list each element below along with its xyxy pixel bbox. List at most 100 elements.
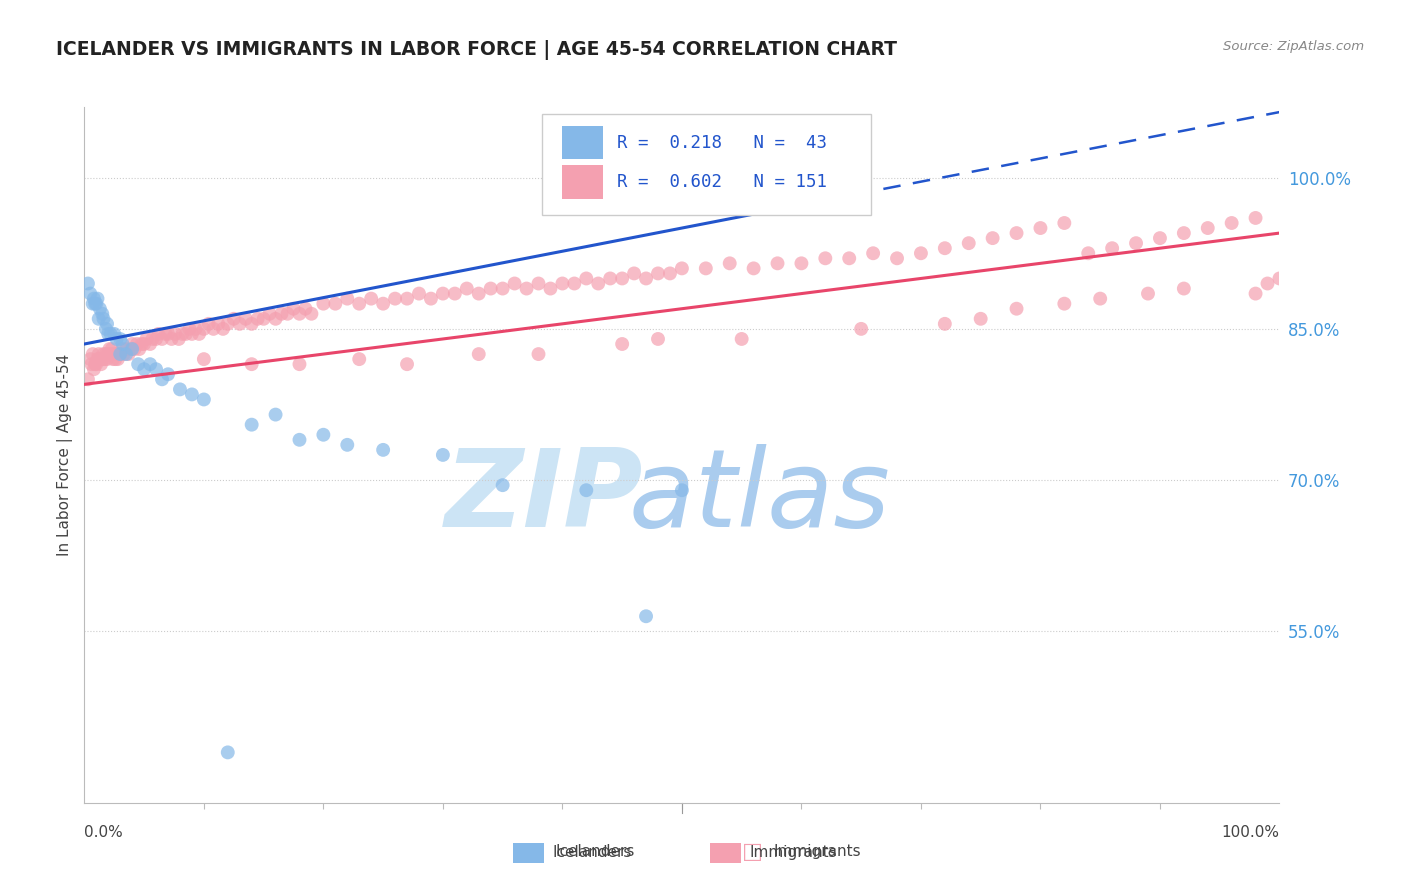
Text: Immigrants: Immigrants: [773, 845, 860, 859]
Point: [90, 357, 112, 371]
Text: 100.0%: 100.0%: [1222, 825, 1279, 840]
Point: [1268, 271, 1291, 285]
Point: [610, 271, 633, 285]
Point: [110, 347, 132, 361]
Point: [115, 342, 138, 356]
Point: [139, 337, 162, 351]
Point: [1053, 296, 1076, 310]
Point: [634, 609, 657, 624]
Point: [575, 271, 598, 285]
Point: [127, 357, 149, 371]
Point: [731, 332, 754, 346]
Point: [1149, 231, 1171, 245]
Point: [128, 342, 150, 356]
Point: [96, 317, 118, 331]
Point: [634, 271, 657, 285]
Point: [294, 301, 316, 316]
Point: [86, 296, 108, 310]
Point: [193, 322, 215, 336]
Point: [93, 347, 115, 361]
Point: [93, 352, 115, 367]
Point: [288, 307, 311, 321]
Bar: [513, 843, 544, 863]
Point: [121, 342, 143, 356]
Point: [492, 478, 515, 492]
Point: [207, 317, 229, 331]
Point: [217, 745, 239, 759]
Point: [467, 347, 491, 361]
Point: [80, 357, 103, 371]
Point: [94, 322, 117, 336]
Point: [1220, 216, 1243, 230]
Point: [117, 347, 139, 361]
Point: [396, 292, 419, 306]
Point: [647, 267, 669, 281]
Point: [288, 433, 311, 447]
Point: [849, 322, 872, 336]
FancyBboxPatch shape: [543, 114, 870, 215]
Point: [125, 337, 148, 351]
Point: [623, 267, 645, 281]
Point: [349, 352, 371, 367]
Point: [148, 326, 170, 341]
Point: [101, 352, 124, 367]
Point: [180, 387, 202, 401]
Text: Icelanders: Icelanders: [553, 846, 631, 860]
Point: [84, 296, 107, 310]
Point: [157, 368, 180, 382]
Point: [371, 442, 394, 457]
Point: [108, 347, 131, 361]
Point: [277, 307, 299, 321]
Point: [527, 277, 550, 291]
Point: [1173, 281, 1195, 295]
Point: [467, 286, 491, 301]
Point: [456, 281, 478, 295]
Point: [575, 483, 598, 498]
Point: [112, 347, 135, 361]
Point: [718, 256, 741, 270]
Point: [527, 347, 550, 361]
Point: [1257, 277, 1279, 291]
Point: [141, 332, 163, 346]
Point: [1173, 226, 1195, 240]
Point: [87, 311, 110, 326]
Point: [107, 352, 129, 367]
Point: [132, 337, 156, 351]
Point: [145, 332, 167, 346]
Point: [93, 311, 115, 326]
Point: [104, 352, 127, 367]
Text: □: □: [742, 842, 762, 862]
Point: [288, 357, 311, 371]
Point: [432, 286, 454, 301]
Point: [336, 292, 359, 306]
Point: [246, 311, 269, 326]
Point: [79, 352, 101, 367]
Point: [110, 332, 132, 346]
Point: [124, 342, 146, 356]
Point: [540, 281, 562, 295]
Point: [79, 286, 101, 301]
Point: [562, 277, 585, 291]
Point: [1244, 286, 1267, 301]
Point: [1088, 292, 1111, 306]
Point: [132, 362, 156, 376]
Point: [100, 347, 122, 361]
Point: [86, 292, 108, 306]
Point: [83, 292, 105, 306]
Point: [396, 357, 419, 371]
Point: [671, 261, 693, 276]
Text: □: □: [524, 842, 544, 862]
Point: [110, 347, 132, 361]
Point: [111, 337, 134, 351]
Point: [97, 347, 120, 361]
Point: [814, 252, 837, 266]
Bar: [562, 126, 603, 159]
Point: [259, 307, 281, 321]
Point: [790, 256, 813, 270]
Point: [264, 408, 287, 422]
Point: [150, 372, 173, 386]
Point: [165, 326, 187, 341]
Point: [934, 317, 956, 331]
Point: [323, 296, 347, 310]
Point: [432, 448, 454, 462]
